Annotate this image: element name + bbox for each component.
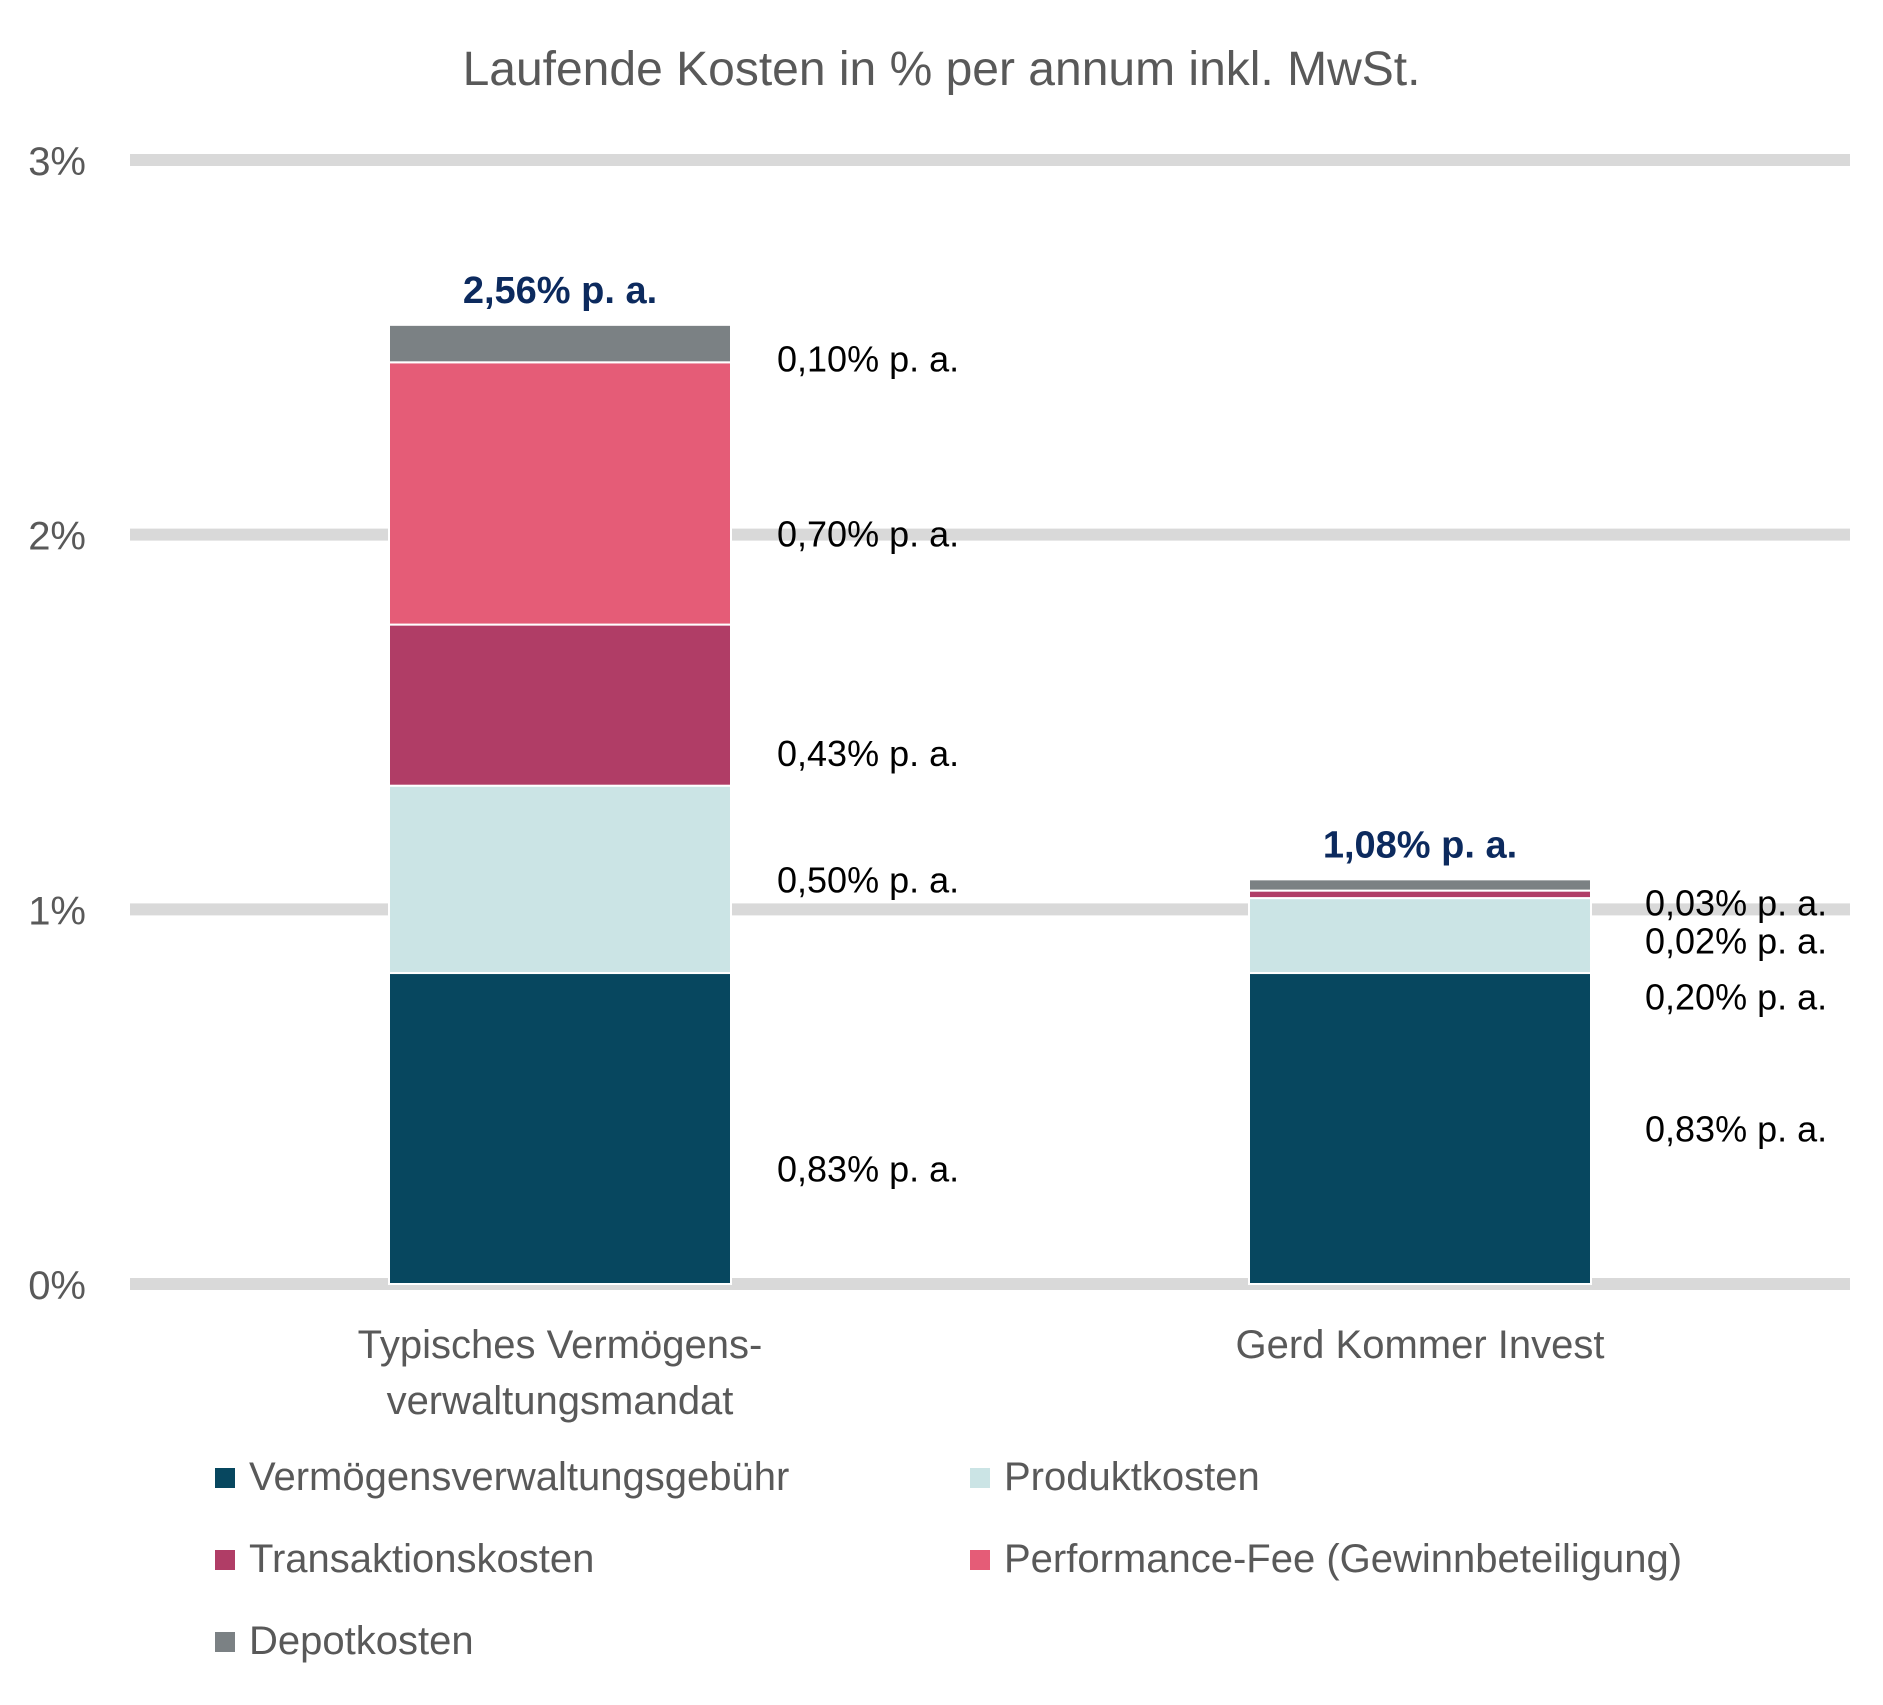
- bar-total-label: 2,56% p. a.: [463, 270, 657, 312]
- legend-label: Depotkosten: [249, 1619, 474, 1663]
- y-tick-label: 2%: [28, 515, 86, 559]
- bar-value-label: 0,70% p. a.: [777, 513, 959, 554]
- bar-value-label: 0,10% p. a.: [777, 339, 959, 380]
- bar-segment: [1248, 897, 1592, 975]
- bar-value-label: 0,83% p. a.: [1645, 1109, 1827, 1150]
- y-tick-label: 3%: [28, 140, 86, 184]
- legend-item: Transaktionskosten: [215, 1537, 594, 1582]
- legend-label: Performance-Fee (Gewinnbeteiligung): [1004, 1537, 1683, 1581]
- bar-segment: [1248, 878, 1592, 892]
- chart-title: Laufende Kosten in % per annum inkl. MwS…: [462, 43, 1421, 96]
- legend-swatch: [970, 1467, 990, 1488]
- bar-value-label: 0,50% p. a.: [777, 859, 959, 900]
- legend-swatch: [215, 1467, 235, 1488]
- bar-value-label: 0,03% p. a.: [1645, 883, 1827, 924]
- bar-value-label: 0,83% p. a.: [777, 1149, 959, 1190]
- bar-total-label: 1,08% p. a.: [1323, 824, 1517, 866]
- bar-segment: [388, 784, 732, 975]
- bar-value-label: 0,43% p. a.: [777, 733, 959, 774]
- legend-swatch: [970, 1549, 990, 1570]
- bar-segment: [1248, 889, 1592, 900]
- legend-swatch: [215, 1631, 235, 1652]
- legend-label: Transaktionskosten: [249, 1537, 595, 1581]
- legend-label: Vermögensverwaltungsgebühr: [249, 1455, 790, 1499]
- bar-segment: [388, 323, 732, 364]
- y-tick-label: 1%: [28, 889, 86, 933]
- y-tick-label: 0%: [28, 1264, 86, 1308]
- x-category-label: Typisches Vermögens-: [358, 1323, 763, 1367]
- bar-value-label: 0,02% p. a.: [1645, 921, 1827, 962]
- bar-segment: [388, 361, 732, 626]
- legend-item: Performance-Fee (Gewinnbeteiligung): [970, 1537, 1682, 1582]
- x-category-label: Gerd Kommer Invest: [1235, 1323, 1604, 1367]
- x-category-label: verwaltungsmandat: [387, 1379, 734, 1423]
- bar-segment: [388, 972, 732, 1285]
- legend-item: Vermögensverwaltungsgebühr: [215, 1455, 789, 1500]
- legend-item: Depotkosten: [215, 1619, 474, 1664]
- bar-segment: [1248, 972, 1592, 1285]
- bar-value-label: 0,20% p. a.: [1645, 977, 1827, 1018]
- bar-segment: [388, 623, 732, 787]
- legend-label: Produktkosten: [1004, 1455, 1260, 1499]
- legend-item: Produktkosten: [970, 1455, 1260, 1500]
- legend-swatch: [215, 1549, 235, 1570]
